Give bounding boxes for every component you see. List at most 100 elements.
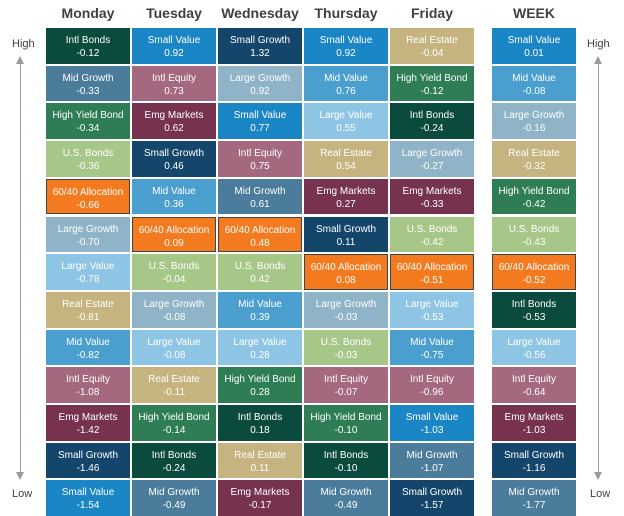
cell-name: Real Estate xyxy=(320,148,372,160)
cell-value: -0.78 xyxy=(76,274,100,286)
cell-value: 0.48 xyxy=(250,237,270,249)
high-label-right: High xyxy=(587,38,610,50)
cell-thursday-intl-bonds: Intl Bonds -0.10 xyxy=(304,442,388,479)
cell-value: 1.32 xyxy=(250,48,270,59)
cell-friday-u-s-bonds: U.S. Bonds -0.42 xyxy=(390,216,474,253)
cell-wednesday-mid-value: Mid Value 0.39 xyxy=(218,291,302,328)
cell-value: -0.96 xyxy=(420,387,444,399)
cell-tuesday-small-growth: Small Growth 0.46 xyxy=(132,141,216,177)
cell-name: Mid Growth xyxy=(320,487,372,499)
cell-name: Real Estate xyxy=(406,35,458,46)
cell-wednesday-intl-equity: Intl Equity 0.75 xyxy=(218,141,302,177)
cell-wednesday-small-value: Small Value 0.77 xyxy=(218,103,302,140)
cell-value: -0.53 xyxy=(522,311,546,323)
cell-name: Small Value xyxy=(61,487,115,499)
cell-monday-mid-growth: Mid Growth -0.33 xyxy=(46,65,130,102)
cell-thursday-large-growth: Large Growth -0.03 xyxy=(304,291,388,328)
cell-thursday-high-yield-bond: High Yield Bond -0.10 xyxy=(304,405,388,441)
cell-value: -0.42 xyxy=(420,236,444,248)
cell-name: Small Growth xyxy=(503,449,564,461)
cell-value: 0.73 xyxy=(164,85,184,97)
cell-thursday-intl-equity: Intl Equity -0.07 xyxy=(304,367,388,403)
cell-name: Intl Bonds xyxy=(511,298,557,310)
cell-name: Mid Growth xyxy=(62,72,114,84)
cell-value: -1.07 xyxy=(420,462,444,474)
cell-value: 0.28 xyxy=(250,387,270,399)
column-header-monday: Monday xyxy=(61,5,115,21)
cell-value: -0.10 xyxy=(334,425,358,436)
cell-week-large-value: Large Value -0.56 xyxy=(492,329,576,366)
cell-name: U.S. Bonds xyxy=(62,148,114,160)
cell-value: 0.11 xyxy=(336,236,356,248)
cell-name: High Yield Bond xyxy=(498,185,570,197)
cell-name: Small Value xyxy=(507,35,561,46)
cell-value: -0.81 xyxy=(76,311,100,323)
cell-value: 0.42 xyxy=(250,274,270,286)
cell-tuesday-mid-value: Mid Value 0.36 xyxy=(132,178,216,215)
cell-friday-large-growth: Large Growth -0.27 xyxy=(390,141,474,177)
cell-week-small-value: Small Value 0.01 xyxy=(492,28,576,64)
cell-name: Intl Bonds xyxy=(237,412,283,423)
cell-name: 60/40 Allocation xyxy=(138,224,210,236)
cell-name: Intl Equity xyxy=(152,72,196,84)
cell-value: -1.42 xyxy=(76,425,100,436)
cell-thursday-mid-value: Mid Value 0.76 xyxy=(304,65,388,102)
cell-tuesday-intl-bonds: Intl Bonds -0.24 xyxy=(132,442,216,479)
cell-value: -0.17 xyxy=(248,500,272,512)
cell-name: 60/40 Allocation xyxy=(310,262,382,274)
cell-name: Real Estate xyxy=(62,298,114,310)
cell-monday-u-s-bonds: U.S. Bonds -0.36 xyxy=(46,141,130,177)
cell-name: Real Estate xyxy=(234,449,286,461)
cell-name: Mid Value xyxy=(324,72,368,84)
cell-name: High Yield Bond xyxy=(396,72,468,84)
cell-name: Small Value xyxy=(147,35,201,46)
cell-tuesday-60-40-allocation: 60/40 Allocation 0.09 xyxy=(132,216,216,253)
cell-name: 60/40 Allocation xyxy=(498,262,570,274)
cell-name: Large Growth xyxy=(503,110,565,122)
cell-tuesday-real-estate: Real Estate -0.11 xyxy=(132,367,216,403)
cell-name: Large Growth xyxy=(229,72,291,84)
cell-value: -0.66 xyxy=(76,199,100,211)
cell-friday-small-value: Small Value -1.03 xyxy=(390,405,474,441)
cell-value: -0.04 xyxy=(420,48,444,59)
cell-name: High Yield Bond xyxy=(138,412,210,423)
cell-name: Large Value xyxy=(61,261,115,273)
cell-name: U.S. Bonds xyxy=(406,223,458,235)
cell-value: 0.75 xyxy=(250,161,270,173)
cell-monday-real-estate: Real Estate -0.81 xyxy=(46,291,130,328)
cell-value: -0.53 xyxy=(420,311,444,323)
cell-name: Large Growth xyxy=(315,298,377,310)
cell-week-emg-markets: Emg Markets -1.03 xyxy=(492,405,576,441)
arrow-down-icon-right xyxy=(594,472,602,480)
cell-value: -0.82 xyxy=(76,349,100,361)
cell-friday-emg-markets: Emg Markets -0.33 xyxy=(390,178,474,215)
cell-name: Real Estate xyxy=(508,148,560,160)
cell-value: 0.11 xyxy=(250,462,270,474)
cell-tuesday-small-value: Small Value 0.92 xyxy=(132,28,216,64)
cell-value: -1.46 xyxy=(76,462,100,474)
column-header-thursday: Thursday xyxy=(314,5,378,21)
cell-name: Mid Value xyxy=(66,336,110,348)
cell-value: -0.33 xyxy=(76,85,100,97)
cell-value: -1.57 xyxy=(420,500,444,512)
cell-tuesday-mid-growth: Mid Growth -0.49 xyxy=(132,480,216,516)
cell-thursday-real-estate: Real Estate 0.54 xyxy=(304,141,388,177)
high-label-left: High xyxy=(12,38,35,50)
low-label-left: Low xyxy=(12,488,33,500)
cell-name: Intl Equity xyxy=(238,148,282,160)
cell-value: -0.75 xyxy=(420,349,444,361)
cell-monday-intl-equity: Intl Equity -1.08 xyxy=(46,367,130,403)
cell-value: -0.12 xyxy=(76,48,100,59)
cell-name: Mid Value xyxy=(512,72,556,84)
cell-friday-small-growth: Small Growth -1.57 xyxy=(390,480,474,516)
cell-value: -0.04 xyxy=(162,274,186,286)
arrow-up-icon-left xyxy=(16,56,24,64)
cell-name: Intl Bonds xyxy=(151,449,197,461)
cell-week-u-s-bonds: U.S. Bonds -0.43 xyxy=(492,216,576,253)
cell-wednesday-60-40-allocation: 60/40 Allocation 0.48 xyxy=(218,216,302,253)
cell-value: -0.51 xyxy=(420,275,444,287)
cell-name: Large Value xyxy=(405,298,459,310)
cell-value: 0.92 xyxy=(336,48,356,59)
cell-value: 0.92 xyxy=(250,85,270,97)
cell-week-intl-bonds: Intl Bonds -0.53 xyxy=(492,291,576,328)
